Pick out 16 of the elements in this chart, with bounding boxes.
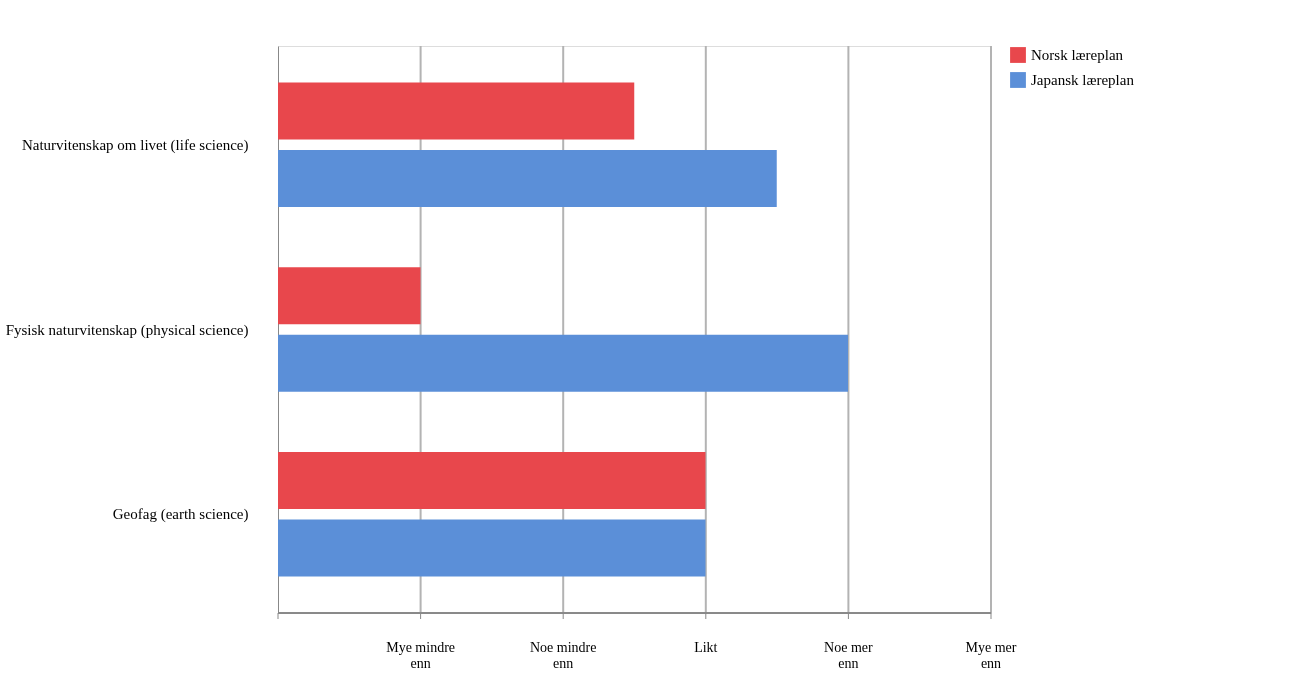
bar xyxy=(278,334,848,392)
text: Noe mindre enn xyxy=(529,640,597,671)
y-tick-label: Naturvitenskap om livet (life science) xyxy=(21,136,249,154)
bar xyxy=(278,267,421,325)
legend-label: Japansk læreplan xyxy=(1031,72,1135,88)
bar xyxy=(278,519,706,577)
y-tick-label: Fysisk naturvitenskap (physical science) xyxy=(5,321,249,339)
text: Mye mindre enn xyxy=(386,640,456,671)
text: Mye mer enn xyxy=(965,640,1017,671)
y-tick-label: Geofag (earth science) xyxy=(112,506,249,524)
bar xyxy=(278,82,635,140)
legend-label: Norsk læreplan xyxy=(1031,47,1124,63)
bar xyxy=(278,451,706,509)
bar xyxy=(278,150,777,208)
text: Noe mer enn xyxy=(824,640,874,671)
text: Likt xyxy=(694,640,718,655)
